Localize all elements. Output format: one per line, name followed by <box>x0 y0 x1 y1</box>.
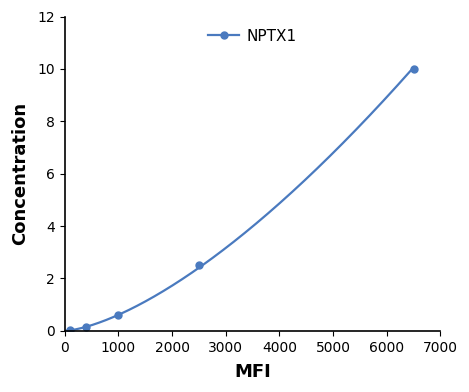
Y-axis label: Concentration: Concentration <box>11 102 29 245</box>
NPTX1 <box>116 313 121 318</box>
X-axis label: MFI: MFI <box>234 363 271 381</box>
Legend: NPTX1: NPTX1 <box>204 24 302 49</box>
NPTX1 <box>196 263 202 268</box>
NPTX1 <box>411 67 416 71</box>
NPTX1 <box>68 328 73 333</box>
Line: NPTX1: NPTX1 <box>67 65 417 334</box>
NPTX1 <box>83 325 89 329</box>
